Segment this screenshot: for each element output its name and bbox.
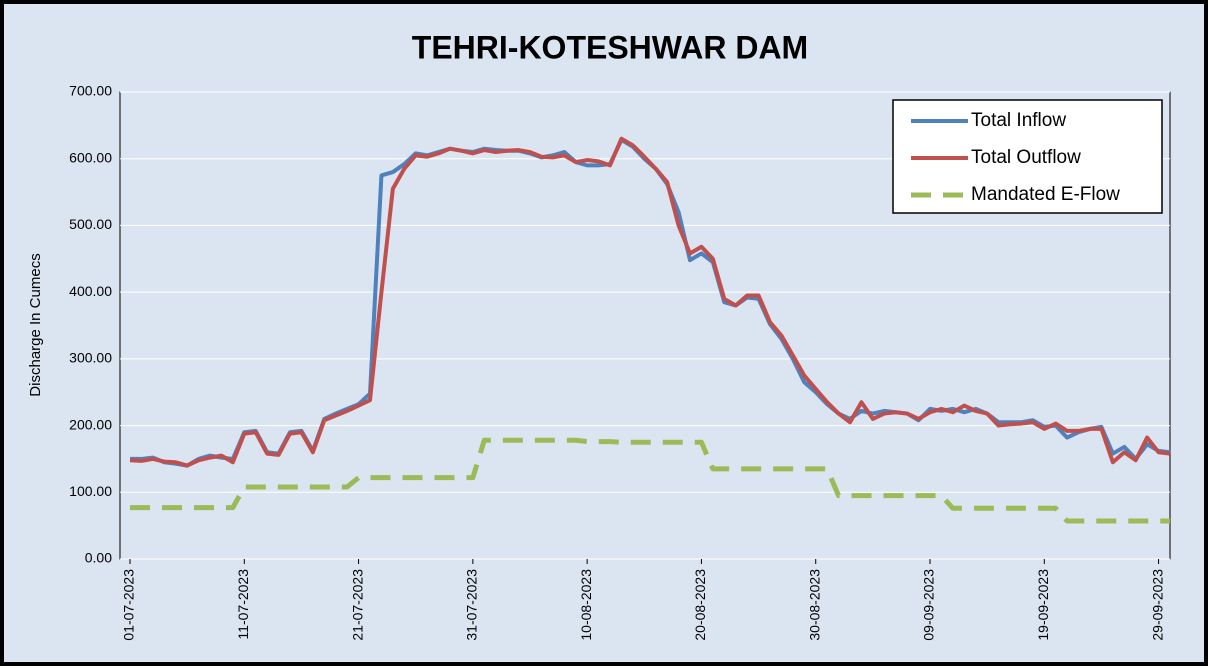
legend-label: Total Outflow	[971, 147, 1081, 168]
x-tick-label: 19-09-2023	[1035, 569, 1051, 641]
y-tick-label: 400.00	[69, 283, 112, 299]
x-tick-label: 09-09-2023	[921, 569, 937, 641]
x-tick-label: 30-08-2023	[806, 569, 822, 641]
x-tick-label: 29-09-2023	[1149, 569, 1165, 641]
y-tick-label: 600.00	[69, 149, 112, 165]
legend-label: Total Inflow	[971, 110, 1066, 131]
legend-label: Mandated E-Flow	[971, 184, 1120, 205]
y-tick-label: 300.00	[69, 350, 112, 366]
y-tick-label: 700.00	[69, 83, 112, 99]
series-line	[130, 437, 1170, 524]
x-tick-label: 20-08-2023	[692, 569, 708, 641]
series-line	[129, 136, 1171, 468]
x-tick-label: 10-08-2023	[578, 569, 594, 641]
y-tick-label: 200.00	[69, 416, 112, 432]
y-tick-label: 500.00	[69, 216, 112, 232]
y-tick-label: 100.00	[69, 483, 112, 499]
x-tick-label: 31-07-2023	[464, 569, 480, 641]
y-axis-label: Discharge In Cumecs	[27, 253, 44, 396]
x-tick-label: 01-07-2023	[121, 569, 137, 641]
x-tick-label: 21-07-2023	[349, 569, 365, 641]
x-tick-label: 11-07-2023	[235, 569, 251, 640]
chart-title: TEHRI-KOTESHWAR DAM	[412, 29, 808, 65]
y-tick-label: 0.00	[85, 550, 112, 566]
